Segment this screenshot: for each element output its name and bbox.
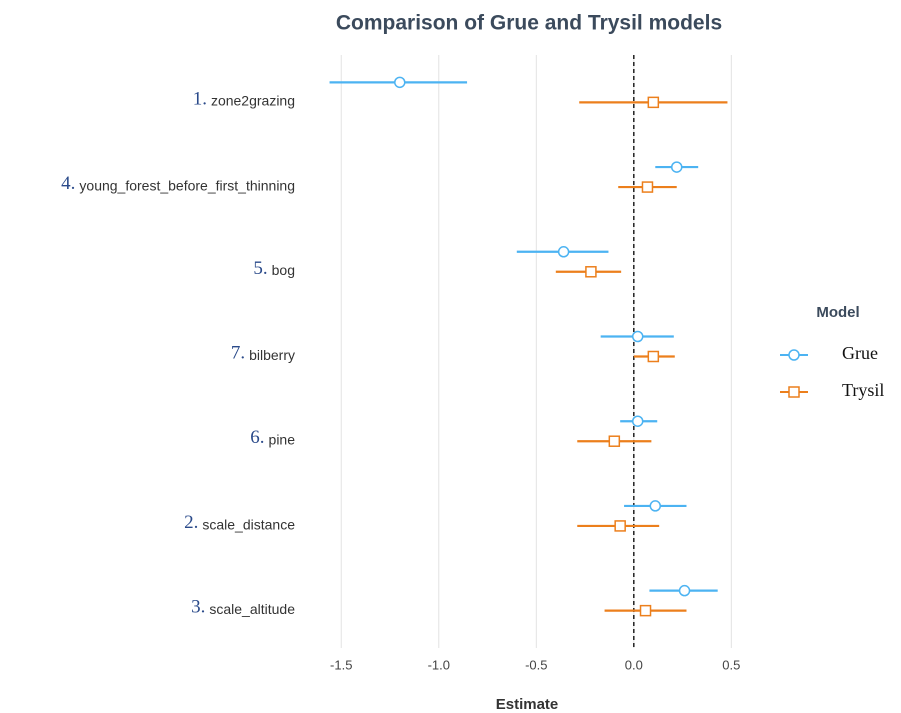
legend-label: Grue [842,343,878,363]
point [557,246,570,258]
y-tick-label: bilberry [249,347,295,363]
point [647,350,660,363]
point [631,415,644,427]
point [394,76,406,89]
category-number: 6. [250,427,264,448]
x-tick-label: 0.0 [625,657,643,672]
x-axis-label: Estimate [496,696,559,713]
legend-marker [788,386,800,398]
point [639,604,652,617]
point [670,161,683,173]
category-number: 1. [193,88,207,109]
y-tick-label: bog [272,262,295,278]
point [647,96,660,109]
y-tick-label: zone2grazing [211,93,295,109]
category-number: 2. [184,512,198,533]
x-tick-label: -1.0 [428,657,450,672]
y-tick-label: pine [269,432,296,448]
category-number: 3. [191,597,205,618]
y-tick-label: scale_altitude [209,601,295,617]
point [678,584,691,597]
point [614,520,626,532]
x-tick-label: 0.5 [722,657,740,672]
point [649,500,662,512]
x-tick-label: -0.5 [525,657,547,672]
point [585,266,597,278]
category-number: 7. [231,343,245,364]
legend-label: Trysil [842,380,884,400]
y-tick-label: young_forest_before_first_thinning [79,177,295,193]
chart-title: Comparison of Grue and Trysil models [336,12,722,35]
x-tick-label: -1.5 [330,657,352,672]
point [641,181,654,193]
point [608,435,621,447]
category-number: 4. [61,173,75,194]
category-number: 5. [253,258,267,279]
legend-marker [788,349,800,361]
y-tick-label: scale_distance [202,516,295,532]
legend-title: Model [816,304,859,321]
point [631,330,644,343]
